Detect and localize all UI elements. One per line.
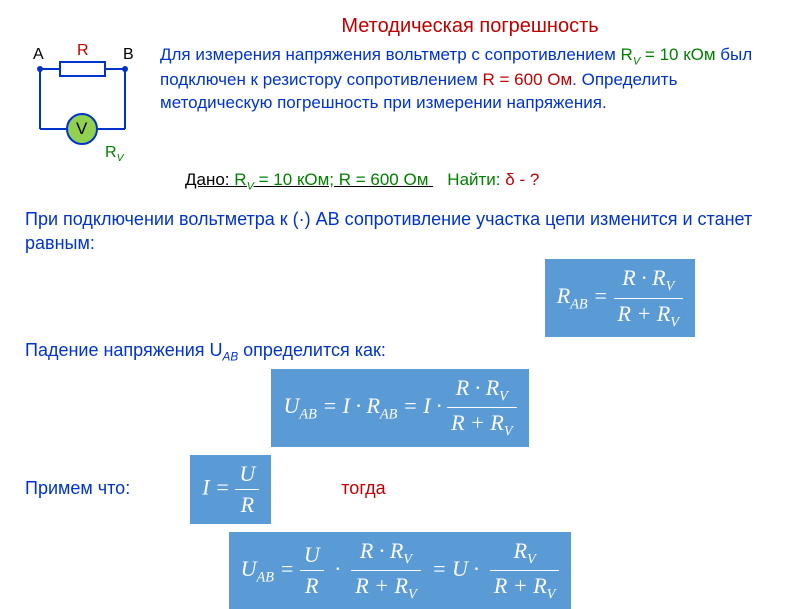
problem-text: Для измерения напряжения вольтметр с соп… <box>160 44 775 115</box>
formula-uab2: UAB = U R · R · RV R + RV = U · RV R + R… <box>229 532 572 609</box>
text-2: Падение напряжения UАВ определится как: <box>25 339 775 365</box>
circuit-diagram: A B R V RV <box>25 44 150 164</box>
label-r: R <box>77 42 89 60</box>
label-b: B <box>123 46 134 64</box>
label-a: A <box>33 46 44 64</box>
label-rv: RV <box>105 144 124 164</box>
text-3: Примем что: <box>25 477 130 500</box>
formula-uab1: UAB = I · RAB = I · R · RV R + RV <box>271 369 528 447</box>
text-1: При подключении вольтметра к (·) АВ сопр… <box>25 208 775 255</box>
label-v: V <box>76 119 87 139</box>
top-row: A B R V RV Для измерения напряжения воль… <box>25 44 775 164</box>
formula-i: I = U R <box>190 455 271 524</box>
formula-rab: RAB = R · RV R + RV <box>545 259 695 337</box>
page-title: Методическая погрешность <box>165 15 775 38</box>
text-4: тогда <box>341 477 385 500</box>
given-line: Дано: RV = 10 кОм; R = 600 Ом Найти: δ -… <box>185 170 775 192</box>
